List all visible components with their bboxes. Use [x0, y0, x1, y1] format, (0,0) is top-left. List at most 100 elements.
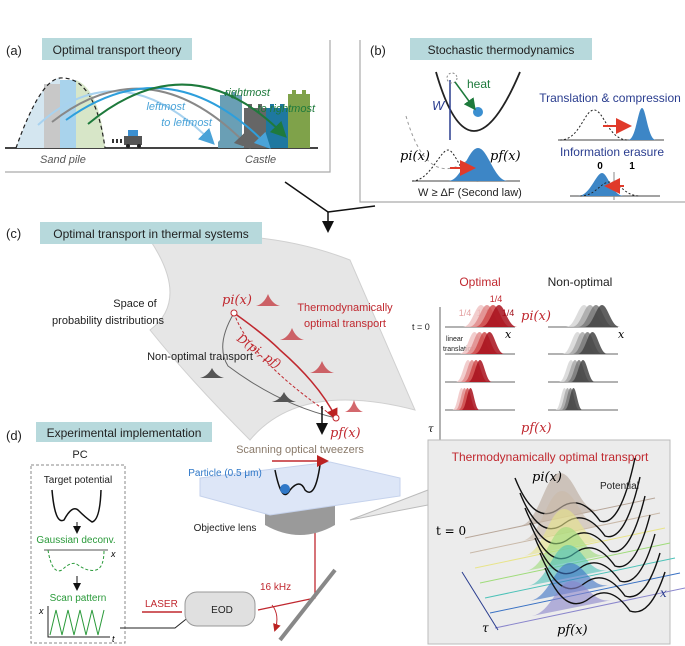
translation-title: Translation & compression — [539, 91, 681, 105]
final-potential — [435, 71, 521, 132]
rightmost-label-1: rightmost — [225, 87, 271, 99]
scan-x: x — [38, 606, 44, 616]
target-potential-label: Target potential — [44, 475, 112, 486]
nonoptimal-header: Non-optimal — [548, 275, 613, 289]
truck-icon — [112, 130, 142, 148]
target-potential-curve — [51, 489, 102, 523]
inset-pi: pi(x) — [532, 470, 562, 485]
non-optimal-path — [222, 312, 337, 419]
dist-glyph — [310, 361, 334, 373]
tweezers-label: Scanning optical tweezers — [236, 444, 364, 456]
inset-distribution — [532, 581, 612, 616]
deconv-x: x — [110, 549, 116, 559]
inset-potential-curve — [544, 567, 666, 613]
bit-1: 1 — [629, 161, 635, 172]
c-right-pi: pi(x) — [521, 309, 551, 324]
non-optimal-distribution — [571, 360, 595, 382]
linear-label-2: translation — [443, 346, 475, 353]
dist-glyph-gray — [200, 368, 224, 378]
inset-potential-label: Potential — [600, 481, 639, 492]
dist-glyph — [280, 328, 304, 340]
tau-label: τ — [428, 424, 434, 435]
space-label-1: Space of — [113, 298, 157, 310]
pc-to-eod — [120, 610, 197, 629]
optimal-path — [233, 312, 338, 421]
optimal-distribution — [474, 332, 505, 354]
inset-pf: pf(x) — [557, 623, 588, 638]
freq-label: 16 kHz — [260, 582, 291, 593]
thermo-optimal-label-2: optimal transport — [304, 318, 386, 330]
panel-c-title: Optimal transport in thermal systems — [53, 227, 248, 241]
non-optimal-distribution — [584, 305, 620, 327]
panel-b: (b) Stochastic thermodynamics heat W pi(… — [359, 38, 685, 203]
panel-b-title-box — [410, 38, 592, 60]
heat-arrow — [454, 81, 476, 111]
sand-pile-label: Sand pile — [40, 154, 86, 166]
quarter-1: 1/4 — [459, 308, 472, 318]
arrow-blue — [65, 87, 271, 149]
inset-title: Thermodynamically optimal transport — [452, 450, 649, 464]
dist-glyph — [345, 400, 363, 412]
x-label-nonopt: x — [618, 328, 625, 341]
eod-label: EOD — [211, 605, 233, 616]
leftmost-label-1: leftmost — [146, 101, 185, 113]
scan-axes — [47, 606, 110, 638]
non-optimal-label: Non-optimal transport — [147, 351, 253, 363]
gaussian-deconv-label: Gaussian deconv. — [36, 535, 115, 546]
sand-pile — [15, 77, 106, 149]
distribution-manifold — [149, 235, 416, 441]
erasure-plot: Information erasure 0 1 — [560, 145, 664, 200]
x-label-opt: x — [505, 328, 512, 341]
particle — [473, 107, 483, 117]
arrow-rightmost — [87, 83, 287, 138]
non-optimal-distribution — [564, 388, 583, 410]
inset-potential-curve — [534, 533, 656, 583]
castle-label: Castle — [245, 154, 276, 166]
pc-label: PC — [72, 449, 87, 461]
leftmost-label-2: to leftmost — [161, 117, 213, 129]
scan-angle-arrow — [271, 604, 281, 632]
translation-final — [628, 108, 656, 140]
thermo-optimal-label-1: Thermodynamically — [297, 302, 393, 314]
panel-a-title-box — [42, 38, 192, 60]
work-label: W — [432, 98, 446, 113]
panel-c: (c) Optimal transport in thermal systems… — [6, 222, 625, 452]
panel-d: (d) Experimental implementation PC Targe… — [6, 422, 685, 645]
inset-potential-curve — [524, 495, 646, 553]
panel-d-title-box — [36, 422, 212, 442]
inset-x: x — [660, 586, 667, 600]
eod-box — [184, 591, 256, 627]
panel-b-frame — [359, 40, 685, 203]
inset-potential-curve — [539, 552, 661, 598]
particle-ghost — [446, 72, 458, 84]
objective-label: Objective lens — [194, 523, 257, 534]
bit-0: 0 — [597, 161, 603, 172]
non-optimal-distribution — [577, 332, 608, 354]
inset-potential-curve — [529, 514, 651, 568]
inset-tau: τ — [482, 621, 489, 635]
quarter-4: 1/4 — [502, 308, 515, 318]
mirror — [278, 568, 337, 642]
optimal-distribution — [468, 360, 492, 382]
end-point — [332, 414, 340, 422]
particle-label: Particle (0.5 μm) — [188, 468, 262, 479]
optimal-header: Optimal — [459, 275, 500, 289]
scan-t: t — [112, 634, 115, 644]
sample-slide — [199, 461, 401, 516]
pi-label: pi(x) — [400, 149, 430, 164]
erasure-title: Information erasure — [560, 145, 664, 159]
scan-pattern-label: Scan pattern — [50, 593, 107, 604]
scan-curve — [49, 609, 105, 636]
panel-c-title-box — [40, 222, 262, 244]
pc-box — [30, 464, 126, 644]
dist-glyph — [256, 294, 280, 306]
panel-a-frame — [5, 40, 331, 173]
linear-label-1: linear — [446, 336, 464, 343]
optimal-distribution — [481, 305, 517, 327]
laser-label: LASER — [145, 599, 178, 610]
optimal-distribution — [461, 388, 480, 410]
c-right-pf: pf(x) — [521, 421, 552, 436]
heat-label: heat — [467, 77, 491, 91]
quarter-3: 1/4 — [490, 294, 503, 304]
